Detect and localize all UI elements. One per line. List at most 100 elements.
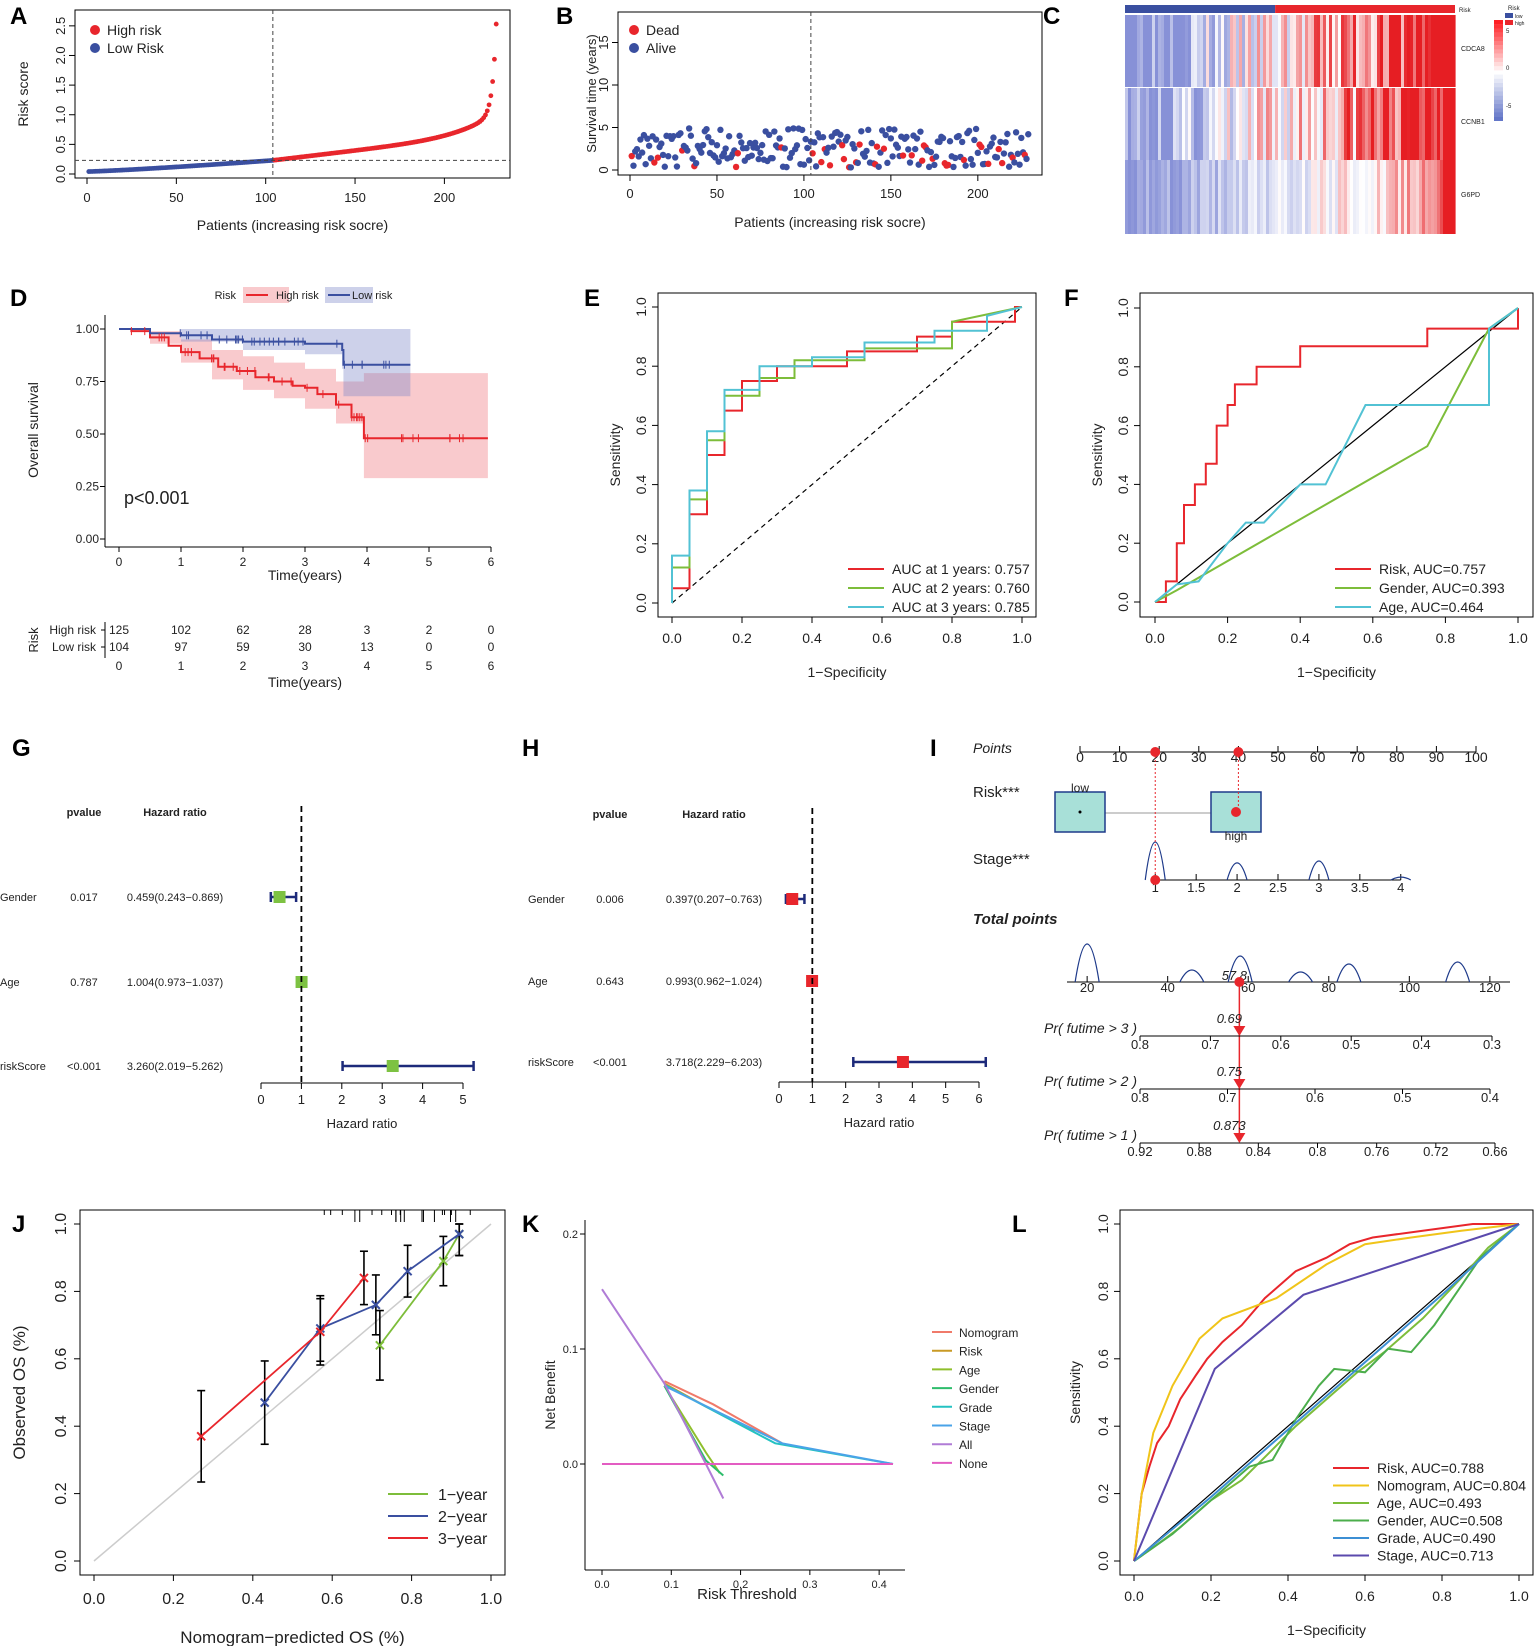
heatmap-cell bbox=[1179, 88, 1183, 160]
heatmap-cell bbox=[1158, 15, 1162, 87]
total-tick-label: 120 bbox=[1479, 980, 1501, 995]
prob-tick-label: 0.8 bbox=[1308, 1144, 1326, 1159]
heatmap-cell bbox=[1452, 160, 1456, 234]
plot-frame bbox=[657, 292, 1037, 618]
heatmap-cell bbox=[1251, 88, 1255, 160]
panel-letter-A: A bbox=[10, 3, 27, 30]
alive-point bbox=[990, 134, 997, 141]
heatmap-cell bbox=[1317, 15, 1321, 87]
legend-label: Gender, AUC=0.508 bbox=[1377, 1513, 1503, 1529]
x-tick-label: 0.4 bbox=[1278, 1588, 1298, 1604]
prob-label: Pr( futime > 2 ) bbox=[1044, 1073, 1137, 1089]
heatmap-cell bbox=[1233, 15, 1237, 87]
scale-segment bbox=[1494, 99, 1503, 105]
dead-point bbox=[908, 152, 915, 159]
risk-table-value: 0 bbox=[426, 640, 433, 654]
heatmap-cell bbox=[1323, 88, 1327, 160]
heatmap-cell bbox=[1287, 15, 1291, 87]
panel-letter-F: F bbox=[1064, 285, 1079, 312]
legend-label: 1−year bbox=[438, 1487, 488, 1504]
heatmap-row-G6PD bbox=[1125, 160, 1456, 234]
heatmap-cell bbox=[1329, 88, 1333, 160]
alive-point bbox=[950, 163, 957, 171]
table-x-tick: 0 bbox=[116, 659, 123, 673]
alive-point bbox=[851, 145, 858, 152]
row-pvalue: 0.643 bbox=[596, 976, 624, 988]
risk-table-row-label: Low risk bbox=[52, 640, 97, 654]
points-dot bbox=[1233, 747, 1244, 757]
alive-point bbox=[771, 128, 778, 135]
heatmap-cell bbox=[1137, 88, 1141, 160]
heatmap-cell bbox=[1239, 160, 1243, 234]
high-risk-point bbox=[486, 102, 492, 108]
table-x-label: Time(years) bbox=[268, 674, 342, 690]
alive-point bbox=[903, 133, 910, 141]
heatmap-row-label: G6PD bbox=[1461, 192, 1480, 199]
y-tick-label: 1.0 bbox=[1095, 1214, 1111, 1234]
heatmap-cell bbox=[1185, 88, 1189, 160]
p-value: p<0.001 bbox=[124, 488, 190, 508]
heatmap-cell bbox=[1386, 15, 1390, 87]
x-tick-label: 1.0 bbox=[480, 1591, 502, 1608]
heatmap-cell bbox=[1206, 15, 1210, 87]
panel-letter-E: E bbox=[584, 285, 600, 312]
alive-point bbox=[804, 144, 811, 152]
panel-a-risk-score: 0 50 100 150 200 0.0 0.5 1.0 1.5 2.0 2.5 Patients (… bbox=[15, 9, 511, 233]
heatmap-cell bbox=[1344, 15, 1348, 87]
dead-point bbox=[998, 159, 1006, 167]
alive-point bbox=[661, 163, 668, 170]
heatmap-cell bbox=[1263, 15, 1267, 87]
heatmap-cell bbox=[1428, 88, 1432, 160]
heatmap-cell bbox=[1140, 15, 1144, 87]
total-density bbox=[1288, 971, 1314, 983]
x-tick-label: 0.3 bbox=[802, 1579, 817, 1591]
risk-table-value: 104 bbox=[109, 640, 129, 654]
scale-segment bbox=[1494, 41, 1503, 46]
prob-label: Pr( futime > 3 ) bbox=[1044, 1020, 1137, 1036]
dead-point bbox=[654, 154, 662, 161]
column-header: pvalue bbox=[67, 807, 102, 819]
scale-tick: -5 bbox=[1506, 104, 1512, 110]
heatmap-cell bbox=[1197, 88, 1201, 160]
legend-swatch-low bbox=[1505, 13, 1513, 18]
scale-segment bbox=[1494, 95, 1503, 100]
x-tick-label: 4 bbox=[364, 555, 371, 569]
heatmap-cell bbox=[1143, 88, 1147, 160]
alive-point bbox=[698, 149, 705, 156]
legend-label: AUC at 1 years: 0.757 bbox=[892, 561, 1030, 577]
heatmap-cell bbox=[1137, 160, 1141, 234]
alive-point bbox=[971, 136, 978, 144]
x-tick-label: 3 bbox=[875, 1091, 882, 1106]
plot-frame bbox=[1139, 292, 1534, 618]
ideal-line bbox=[93, 1223, 492, 1562]
prob-tick-label: 0.7 bbox=[1201, 1037, 1219, 1052]
heatmap-cell bbox=[1377, 88, 1381, 160]
heatmap-cell bbox=[1446, 15, 1450, 87]
dead-point bbox=[995, 145, 1002, 153]
heatmap-cell bbox=[1248, 88, 1252, 160]
risk-dot-high bbox=[1231, 807, 1241, 817]
y-tick-label: 0.8 bbox=[53, 1280, 70, 1302]
heatmap-cell bbox=[1329, 160, 1333, 234]
alive-point bbox=[894, 144, 902, 151]
points-tick-label: 30 bbox=[1191, 749, 1207, 765]
heatmap-cell bbox=[1218, 88, 1222, 160]
alive-point bbox=[670, 132, 677, 140]
risk-table-value: 62 bbox=[236, 623, 250, 637]
risk-table-value: 0 bbox=[488, 640, 495, 654]
x-axis-label: 1−Specificity bbox=[1297, 664, 1376, 680]
legend-label: High risk bbox=[276, 290, 319, 302]
risk-table-value: 59 bbox=[236, 640, 250, 654]
heatmap-cell bbox=[1134, 88, 1138, 160]
x-tick-label: 5 bbox=[426, 555, 433, 569]
heatmap-cell bbox=[1197, 160, 1201, 234]
points-tick-label: 10 bbox=[1112, 749, 1128, 765]
scale-segment bbox=[1494, 28, 1503, 33]
heatmap-cell bbox=[1395, 88, 1399, 160]
prob-tick-label: 0.76 bbox=[1364, 1144, 1389, 1159]
heatmap-cell bbox=[1239, 15, 1243, 87]
heatmap-cell bbox=[1146, 15, 1150, 87]
alive-point bbox=[790, 125, 797, 132]
x-tick-label: 1 bbox=[178, 555, 185, 569]
row-pvalue: 0.787 bbox=[70, 977, 98, 989]
